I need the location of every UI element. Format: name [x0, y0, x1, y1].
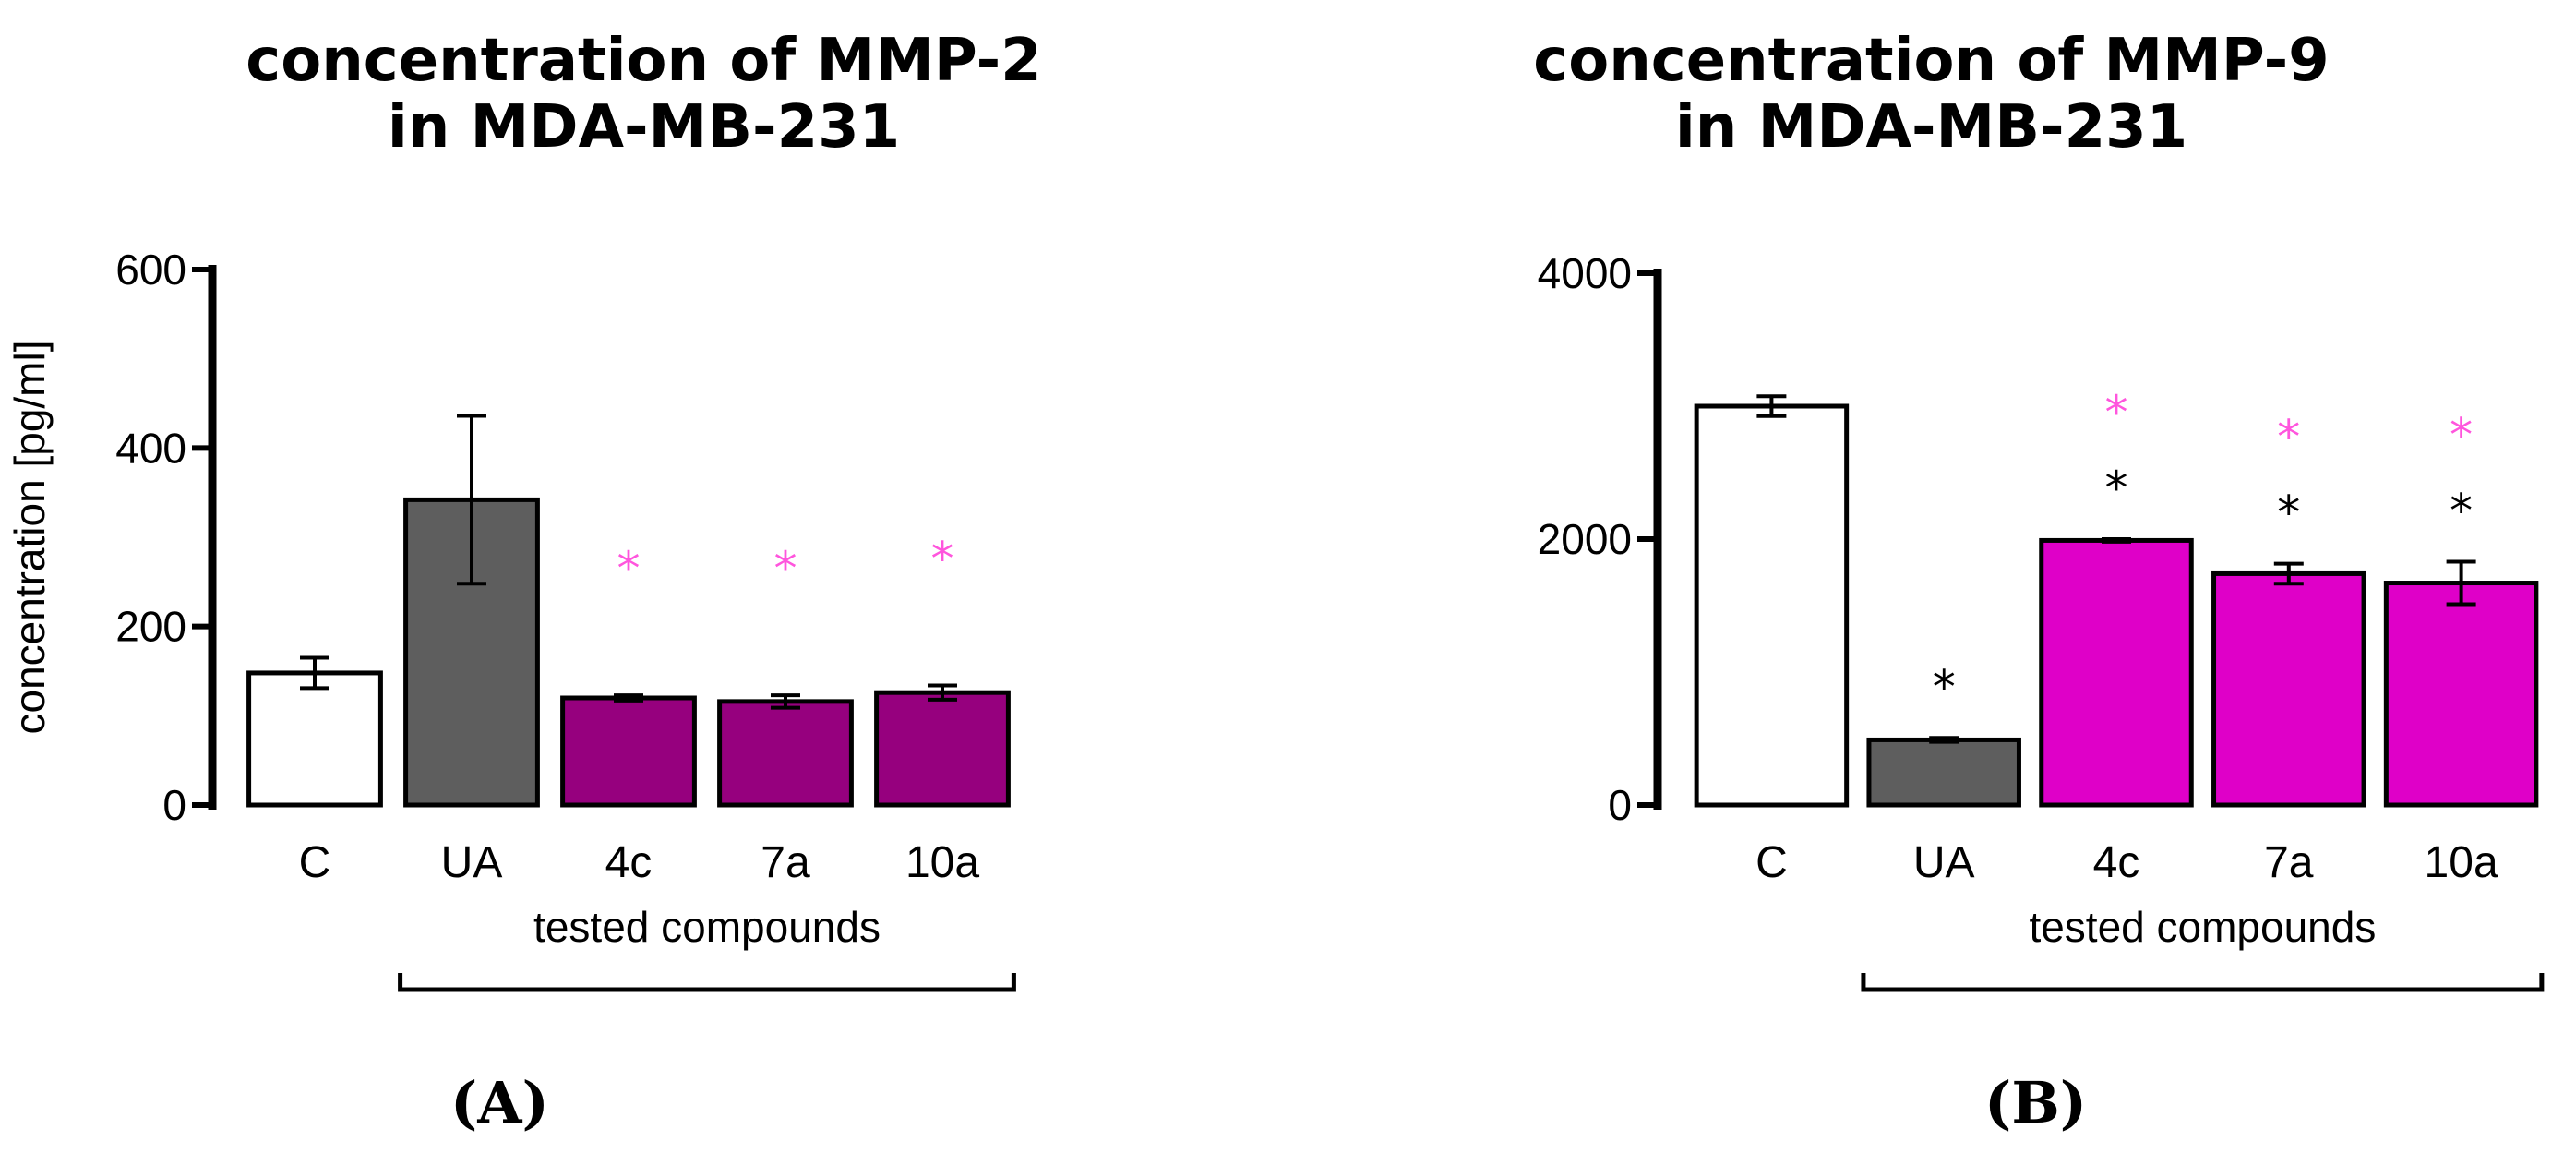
- chart-title-line-1: concentration of MMP-2: [246, 27, 1042, 95]
- y-tick-label: 4000: [1538, 249, 1632, 297]
- x-tick-label: 7a: [761, 838, 810, 887]
- y-axis-title: concentration [pg/ml]: [6, 340, 54, 734]
- panel-label: (A): [450, 1069, 549, 1136]
- x-tick-label: 10a: [2425, 838, 2498, 887]
- significance-mark: *: [2105, 462, 2128, 515]
- bar: [246, 670, 383, 808]
- y-tick-label: 200: [115, 603, 186, 651]
- chart-title-line-2: in MDA-MB-231: [387, 93, 901, 162]
- y-tick-label: 400: [115, 424, 186, 472]
- bar: [2211, 570, 2366, 808]
- x-axis-title: tested compounds: [2029, 903, 2376, 951]
- significance-mark: *: [2450, 408, 2473, 462]
- y-tick-label: 0: [162, 781, 186, 829]
- x-tick-label: C: [299, 838, 331, 887]
- bar: [1694, 403, 1850, 808]
- x-tick-label: 10a: [905, 838, 979, 887]
- significance-mark: *: [2277, 486, 2300, 540]
- bar: [1866, 737, 2021, 808]
- x-tick-label: 4c: [605, 838, 653, 887]
- x-tick-label: C: [1755, 838, 1788, 887]
- panel-label: (B): [1984, 1069, 2088, 1136]
- significance-mark: *: [774, 542, 797, 595]
- x-tick-label: 7a: [2264, 838, 2314, 887]
- x-tick-label: 4c: [2093, 838, 2140, 887]
- chart-title: concentration of MMP-9 in MDA-MB-231: [1288, 28, 2575, 161]
- chart-plot-area: 020004000concentration [pg/ml]CUA*4c**7a…: [1538, 249, 2545, 992]
- chart-title-line-2: in MDA-MB-231: [1674, 93, 2188, 162]
- bar: [2039, 537, 2194, 808]
- y-tick-label: 0: [1608, 781, 1632, 829]
- bar: [717, 699, 854, 808]
- chart-title-line-1: concentration of MMP-9: [1533, 27, 2330, 95]
- bar: [560, 695, 697, 808]
- y-tick-label: 2000: [1538, 515, 1632, 563]
- chart-plot-area: 0 200 400 600 concentration [pg/ml] C UA 4c * 7a *…: [6, 246, 1016, 992]
- group-bracket: [398, 973, 1016, 992]
- bar: [2383, 581, 2539, 808]
- x-axis-title: tested compounds: [533, 903, 881, 951]
- significance-mark: *: [931, 532, 954, 585]
- bar: [403, 497, 540, 808]
- significance-mark: *: [2105, 386, 2128, 439]
- significance-mark: *: [2450, 484, 2473, 537]
- chart-panel-a: concentration of MMP-2 in MDA-MB-231 0 20…: [0, 28, 1288, 1136]
- y-tick-label: 600: [115, 246, 186, 294]
- significance-mark: *: [1933, 660, 1956, 714]
- x-tick-label: UA: [1913, 838, 1975, 887]
- chart-title: concentration of MMP-2 in MDA-MB-231: [0, 28, 1288, 161]
- x-tick-label: UA: [441, 838, 503, 887]
- significance-mark: *: [617, 542, 641, 595]
- bar: [874, 690, 1011, 808]
- significance-mark: *: [2277, 411, 2300, 464]
- group-bracket: [1861, 973, 2545, 992]
- chart-panel-b: concentration of MMP-9 in MDA-MB-231 0 20…: [1288, 0, 2575, 1165]
